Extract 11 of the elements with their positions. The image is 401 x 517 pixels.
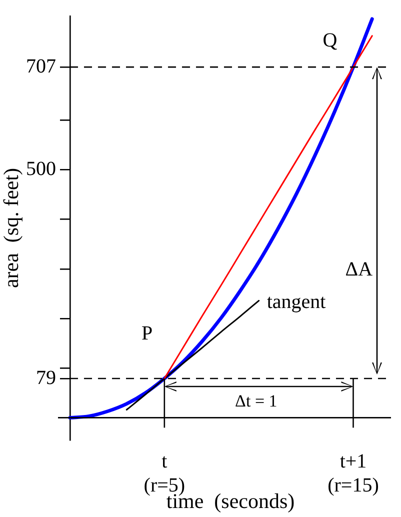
- annotation: ΔA: [345, 258, 374, 281]
- annotation: Δt = 1: [235, 391, 278, 410]
- series-label: tangent: [266, 290, 326, 313]
- y-tick-label: 500: [26, 158, 56, 180]
- y-tick-label: 79: [36, 366, 56, 389]
- line-series: [164, 35, 373, 380]
- y-tick-label: 707: [26, 55, 56, 78]
- y-axis-title: area (sq. feet): [0, 168, 24, 288]
- annotation: P: [141, 322, 153, 344]
- annotation: Q: [322, 30, 338, 52]
- x-tick-label: t+1 (r=15): [328, 450, 379, 496]
